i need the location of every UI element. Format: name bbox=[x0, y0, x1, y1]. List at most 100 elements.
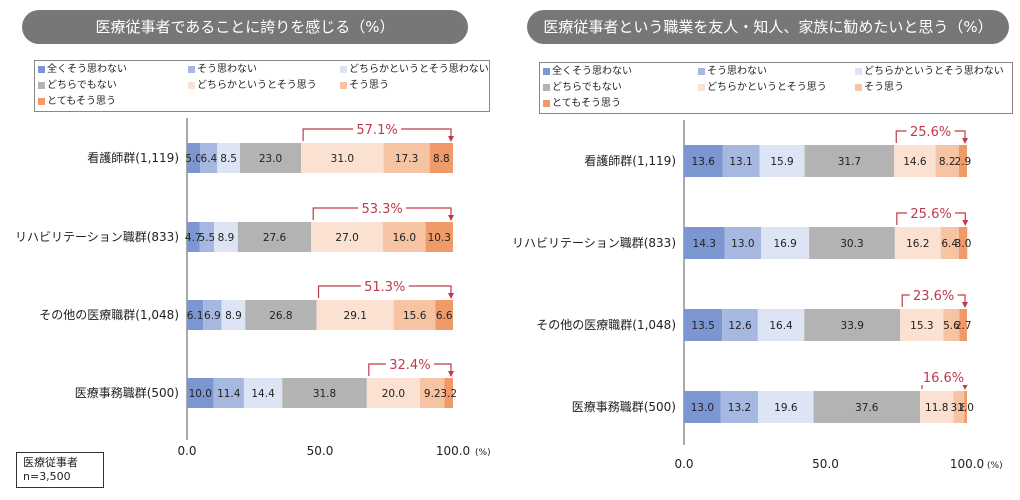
bar-value-label: 27.6 bbox=[263, 232, 287, 244]
bar-value-label: 9.2 bbox=[424, 388, 441, 400]
x-tick-label: 50.0 bbox=[307, 444, 334, 458]
bar-segment bbox=[935, 145, 959, 177]
bar-segment bbox=[804, 145, 895, 177]
bar-value-label: 13.0 bbox=[731, 238, 754, 250]
bar-value-label: 5.0 bbox=[185, 153, 202, 165]
bar-value-label: 31.0 bbox=[331, 153, 354, 165]
annotation-label: 53.3% bbox=[361, 202, 402, 217]
legend-label: そう思う bbox=[864, 82, 904, 93]
bar-value-label: 16.0 bbox=[393, 232, 416, 244]
bar-value-label: 14.3 bbox=[693, 238, 716, 250]
bar-segment bbox=[213, 378, 244, 408]
legend-item: どちらでもない bbox=[543, 82, 622, 94]
legend-label: とてもそう思う bbox=[552, 98, 621, 109]
bar-segment bbox=[758, 391, 814, 423]
bar-value-label: 8.2 bbox=[939, 156, 956, 168]
bar-value-label: 5.5 bbox=[198, 232, 215, 244]
bar-segment bbox=[187, 378, 214, 408]
legend-label: どちらかというとそう思う bbox=[707, 82, 827, 93]
bar-segment bbox=[900, 309, 944, 341]
bar-segment bbox=[953, 391, 965, 423]
annotation-arrowhead bbox=[448, 215, 454, 221]
legend-item: どちらかというとそう思わない bbox=[855, 66, 1004, 78]
bar-segment bbox=[311, 222, 384, 252]
legend-label: とてもそう思う bbox=[47, 96, 116, 107]
stacked-bar-chart-pride: 0.0 50.0 100.0 (%) 看護師群(1,119) 5.06.4 8.5 23.0 3… bbox=[15, 118, 491, 458]
bar-value-label: 10.3 bbox=[428, 232, 451, 244]
legend-swatch bbox=[855, 83, 862, 91]
bar-segment bbox=[720, 391, 759, 423]
bar-value-label: 1.0 bbox=[957, 402, 974, 414]
bar-segment bbox=[943, 309, 960, 341]
annotation-label: 25.6% bbox=[910, 125, 951, 140]
bar-segment bbox=[684, 145, 723, 177]
bar-value-label: 15.9 bbox=[770, 156, 793, 168]
annotation-arrowhead bbox=[448, 371, 454, 377]
bar-segment bbox=[804, 309, 901, 341]
bar-segment bbox=[393, 300, 436, 330]
bar-value-label: 6.6 bbox=[436, 310, 453, 322]
legend-item: どちらかというとそう思う bbox=[188, 80, 317, 92]
bar-segment bbox=[724, 227, 762, 259]
bar-segment bbox=[214, 222, 238, 252]
note-line-2: n=3,500 bbox=[23, 470, 71, 483]
annotation-label-bg bbox=[909, 287, 958, 303]
category-label: その他の医療職群(1,048) bbox=[536, 318, 676, 332]
bar-segment bbox=[420, 378, 445, 408]
annotation-label-bg bbox=[385, 356, 434, 372]
bar-value-label: 6.4 bbox=[200, 153, 217, 165]
bar-value-label: 26.8 bbox=[269, 310, 292, 322]
bar-segment bbox=[684, 391, 721, 423]
bar-segment bbox=[187, 222, 200, 252]
category-label: その他の医療職群(1,048) bbox=[39, 308, 179, 322]
bar-value-label: 16.9 bbox=[773, 238, 796, 250]
bar-value-label: 3.8 bbox=[950, 402, 967, 414]
x-tick-label: 0.0 bbox=[177, 444, 196, 458]
sample-size-note: 医療従事者 n=3,500 bbox=[16, 452, 104, 488]
bar-value-label: 8.9 bbox=[225, 310, 242, 322]
bar-segment bbox=[894, 227, 941, 259]
legend-label: そう思わない bbox=[197, 64, 257, 75]
legend-swatch bbox=[543, 83, 550, 91]
annotation-arrowhead bbox=[962, 220, 969, 226]
bar-value-label: 3.0 bbox=[955, 238, 972, 250]
annotation-arrowhead bbox=[962, 302, 968, 308]
bar-value-label: 29.1 bbox=[344, 310, 367, 322]
bar-value-label: 31.8 bbox=[313, 388, 336, 400]
legend-swatch bbox=[855, 67, 862, 75]
chart-title-pride: 医療従事者であることに誇りを感じる（%） bbox=[22, 10, 468, 44]
bar-segment bbox=[429, 143, 453, 173]
legend-swatch bbox=[340, 65, 347, 73]
chart-title-recommend: 医療従事者という職業を友人・知人、家族に勧めたいと思う（%） bbox=[527, 10, 1009, 44]
bar-value-label: 23.0 bbox=[259, 153, 282, 165]
bar-segment bbox=[940, 227, 959, 259]
bar-value-label: 14.4 bbox=[251, 388, 275, 400]
bar-value-label: 16.4 bbox=[769, 320, 793, 332]
legend-item: 全くそう思わない bbox=[38, 64, 127, 76]
legend-label: どちらでもない bbox=[47, 80, 117, 91]
legend-item: どちらかというとそう思う bbox=[698, 82, 827, 94]
legend-swatch bbox=[698, 67, 705, 75]
bar-value-label: 11.8 bbox=[925, 402, 948, 414]
legend-label: そう思わない bbox=[707, 66, 767, 77]
bar-value-label: 19.6 bbox=[774, 402, 798, 414]
legend-label: どちらかというとそう思わない bbox=[349, 64, 489, 75]
legend-swatch bbox=[543, 67, 550, 75]
x-axis-unit: (%) bbox=[987, 461, 1003, 471]
bar-value-label: 8.8 bbox=[433, 153, 450, 165]
bar-segment bbox=[813, 391, 921, 423]
legend-label: どちらかというとそう思わない bbox=[864, 66, 1004, 77]
bar-value-label: 30.3 bbox=[840, 238, 863, 250]
annotation-arrowhead bbox=[962, 138, 968, 144]
annotation-label: 32.4% bbox=[389, 358, 430, 373]
x-tick-label: 100.0 bbox=[950, 457, 984, 471]
bar-segment bbox=[920, 391, 954, 423]
legend-item: そう思う bbox=[340, 80, 389, 92]
bar-value-label: 2.9 bbox=[955, 156, 972, 168]
bar-segment bbox=[316, 300, 394, 330]
bar-segment bbox=[964, 391, 967, 423]
legend-item: 全くそう思わない bbox=[543, 66, 632, 78]
bar-segment bbox=[722, 145, 760, 177]
annotation-label: 23.6% bbox=[913, 289, 954, 304]
legend-pride: 全くそう思わない そう思わない どちらかというとそう思わない どちらでもない ど… bbox=[34, 60, 490, 112]
